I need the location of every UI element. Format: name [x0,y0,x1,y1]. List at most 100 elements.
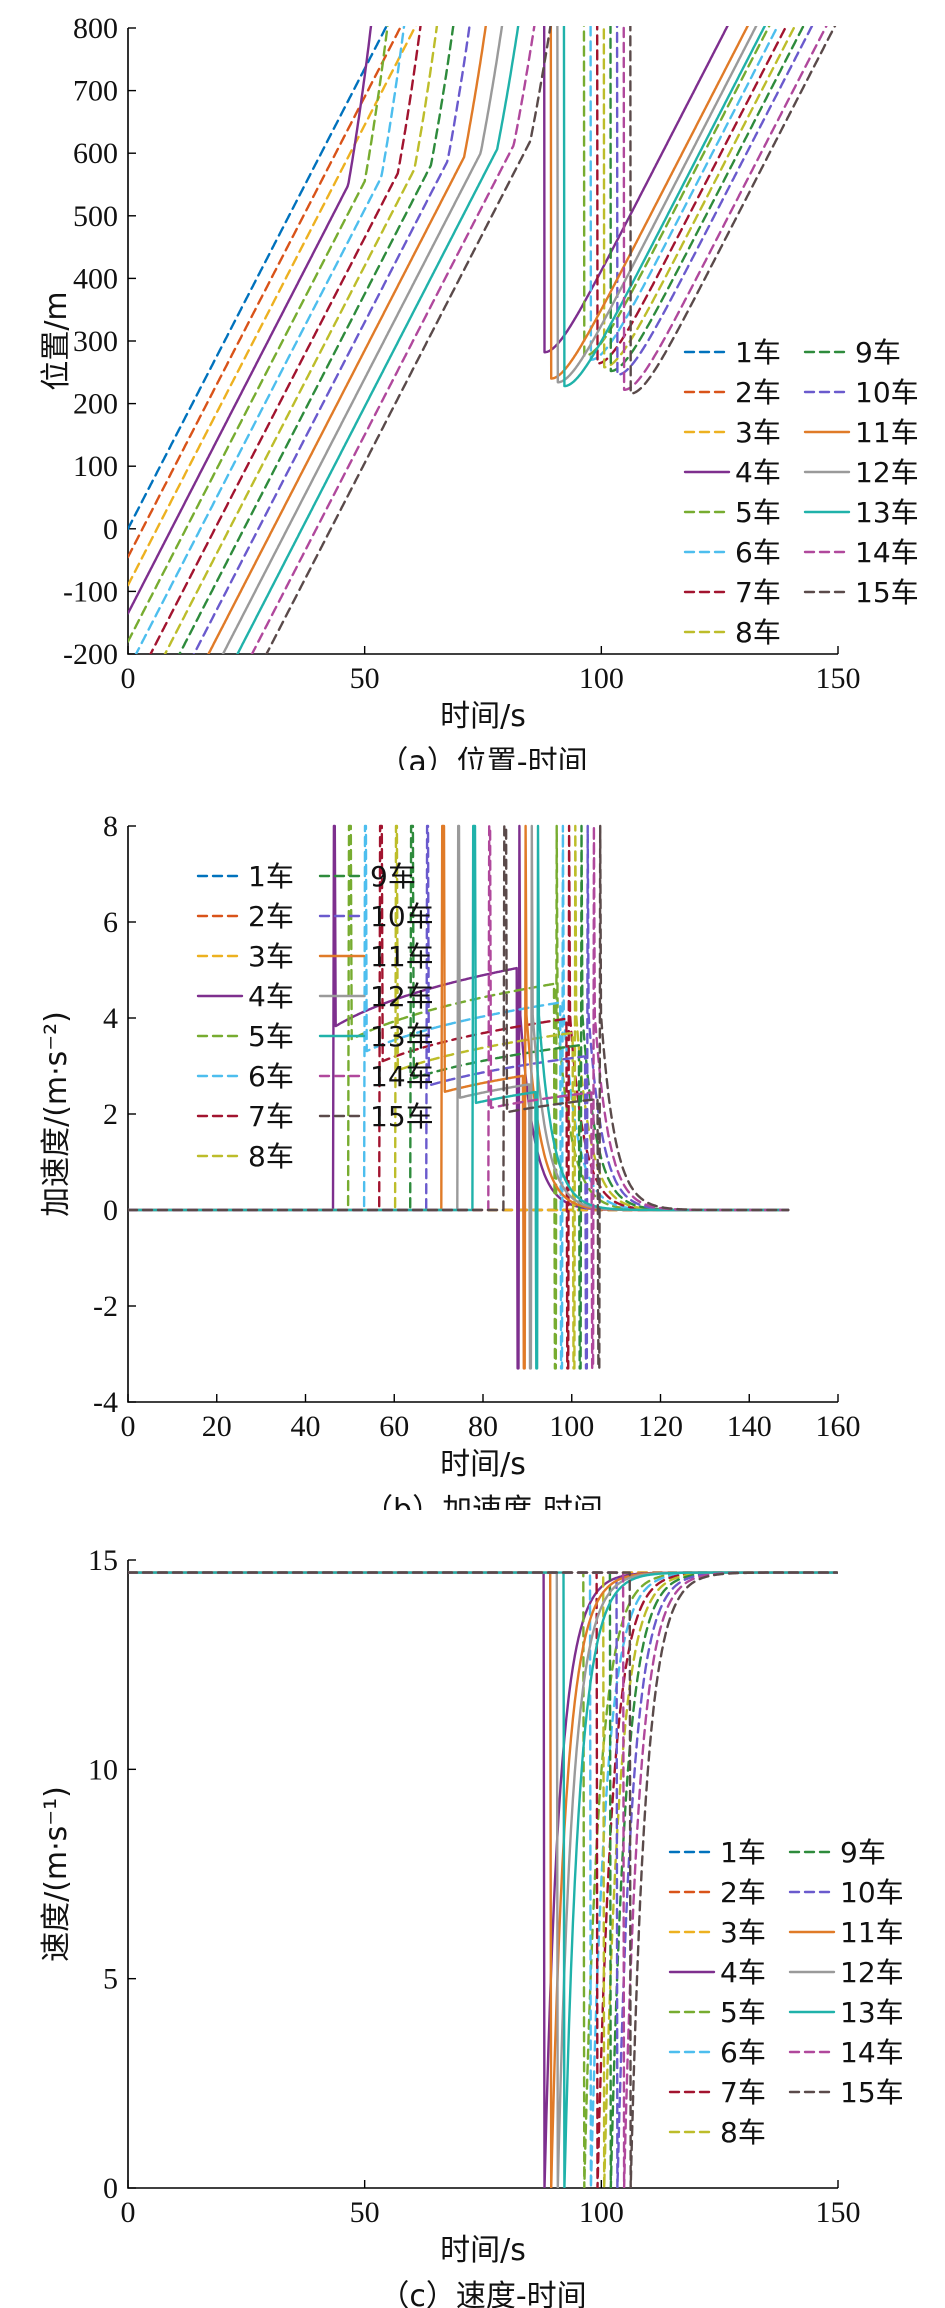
x-tick-label: 20 [202,1410,232,1443]
y-axis-label: 速度/(m·s⁻¹) [39,1786,74,1962]
y-tick-label: -2 [93,1290,118,1323]
chart-acceleration-time: 0 20 40 60 80 100 120 140 160 -4 -2 0 2 4 6 8 时间/s 加速度/(m… [39,810,861,1510]
legend-label: 8车 [720,2116,766,2149]
legend-label: 3车 [735,416,781,449]
y-tick-label: 6 [103,906,118,939]
legend-label: 14车 [370,1060,434,1093]
y-tick-label: 200 [73,388,118,421]
legend-label: 6车 [248,1060,294,1093]
x-tick-label: 40 [291,1410,321,1443]
legend-label: 8车 [735,616,781,649]
x-tick-label: 100 [579,2196,624,2229]
y-axis-label: 加速度/(m·s⁻²) [39,1011,74,1217]
x-tick-label: 50 [350,2196,380,2229]
x-tick-label: 100 [549,1410,594,1443]
chart-velocity-time: 0 50 100 150 0 5 10 15 时间/s 速度/(m·s⁻¹) （c）速度-时间 1车 2… [39,1544,904,2308]
legend-label: 4车 [720,1956,766,1989]
legend-label: 1车 [735,336,781,369]
legend-label: 10车 [840,1876,904,1909]
y-tick-label: 100 [73,450,118,483]
series-line-car-11 [207,26,750,654]
y-tick-label: 8 [103,810,118,843]
x-tick-label: 100 [579,662,624,695]
legend-label: 10车 [370,900,434,933]
legend-label: 5车 [248,1020,294,1053]
y-tick-label: 5 [103,1963,118,1996]
y-tick-label: 15 [88,1544,118,1577]
legend-label: 12车 [370,980,434,1013]
series-line-car-15 [265,26,837,654]
y-axis-label: 位置/m [39,291,74,390]
y-tick-label: 10 [88,1753,118,1786]
legend-label: 11车 [855,416,919,449]
legend-label: 13车 [370,1020,434,1053]
series-line-car-15 [128,1571,838,2188]
legend-label: 4车 [248,980,294,1013]
series-line-car-4 [128,26,729,615]
y-tick-label: 0 [103,2172,118,2205]
legend-label: 9车 [840,1836,886,1869]
x-tick-label: 80 [468,1410,498,1443]
figure-caption: （c）速度-时间 [379,2279,586,2308]
legend-label: 2车 [720,1876,766,1909]
x-tick-label: 0 [121,2196,136,2229]
figure-caption: （a）位置-时间 [378,745,587,770]
legend-label: 9车 [370,860,416,893]
y-tick-label: 800 [73,12,118,45]
figure-caption: （b）加速度-时间 [363,1493,603,1510]
y-tick-label: 2 [103,1098,118,1131]
legend-label: 12车 [855,456,919,489]
legend-label: 9车 [855,336,901,369]
x-axis-label: 时间/s [440,699,526,734]
y-tick-label: 400 [73,262,118,295]
legend-label: 3车 [248,940,294,973]
x-tick-label: 120 [638,1410,683,1443]
legend-label: 15车 [370,1100,434,1133]
legend-label: 14车 [855,536,919,569]
x-axis-label: 时间/s [440,2233,526,2268]
y-tick-label: 300 [73,325,118,358]
legend-label: 1车 [248,860,294,893]
series-line-car-7 [149,26,788,654]
legend-label: 8车 [248,1140,294,1173]
series-line-car-14 [250,26,828,654]
legend-label: 7车 [735,576,781,609]
x-axis-label: 时间/s [440,1447,526,1482]
series-line-car-10 [192,26,814,654]
legend-label: 3车 [720,1916,766,1949]
series-line-car-12 [221,26,758,654]
legend-label: 12车 [840,1956,904,1989]
series-line-car-3 [128,26,417,587]
series-line-car-13 [236,26,767,654]
series-line-car-5 [128,26,771,643]
x-tick-label: 160 [816,1410,861,1443]
x-tick-label: 150 [816,2196,861,2229]
axes-frame [127,826,838,1403]
legend-label: 6车 [735,536,781,569]
legend-label: 5车 [720,1996,766,2029]
series-line-car-15 [128,824,790,1370]
legend-label: 2车 [735,376,781,409]
y-tick-label: 0 [103,513,118,546]
x-tick-label: 140 [727,1410,772,1443]
legend-label: 11车 [840,1916,904,1949]
legend-label: 6车 [720,2036,766,2069]
legend-label: 13车 [840,1996,904,2029]
x-tick-label: 0 [121,662,136,695]
x-tick-label: 0 [121,1410,136,1443]
series-line-car-1 [128,26,388,530]
legend-label: 11车 [370,940,434,973]
y-tick-label: 4 [103,1002,118,1035]
y-tick-label: 500 [73,200,118,233]
legend-label: 1车 [720,1836,766,1869]
legend-label: 5车 [735,496,781,529]
series-line-car-9 [178,26,805,654]
legend-label: 10车 [855,376,919,409]
x-tick-label: 150 [816,662,861,695]
legend-label: 7车 [248,1100,294,1133]
x-tick-label: 50 [350,662,380,695]
y-tick-label: -100 [63,575,118,608]
y-tick-label: -200 [63,638,118,671]
legend-label: 13车 [855,496,919,529]
legend-label: 15车 [840,2076,904,2109]
